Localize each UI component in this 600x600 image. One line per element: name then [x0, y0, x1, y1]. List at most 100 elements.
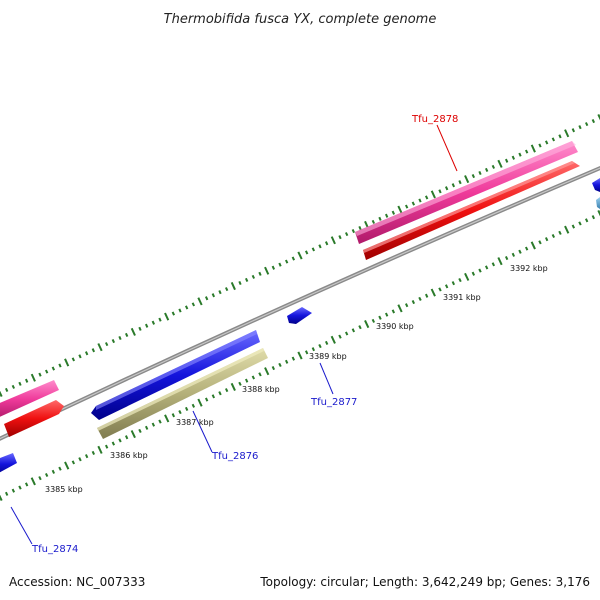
gene-feature-pink-left[interactable] [0, 380, 59, 419]
minor-tick [44, 369, 49, 374]
minor-tick [271, 365, 276, 371]
minor-tick [411, 201, 416, 206]
major-tick [164, 312, 170, 321]
minor-tick [118, 335, 122, 341]
minor-tick [271, 265, 276, 270]
minor-tick [124, 332, 129, 338]
minor-tick [224, 287, 229, 292]
minor-tick [451, 281, 456, 286]
minor-tick [538, 143, 542, 148]
minor-tick [518, 249, 522, 254]
minor-tick [158, 317, 162, 322]
minor-tick [491, 164, 496, 169]
major-tick [30, 373, 36, 382]
minor-tick [111, 338, 116, 344]
minor-tick [178, 410, 182, 415]
major-tick [397, 304, 403, 313]
minor-tick [391, 309, 396, 314]
minor-tick [171, 413, 176, 418]
gene-feature-blue-2876[interactable] [91, 330, 260, 420]
minor-tick [444, 284, 449, 289]
minor-tick [578, 221, 582, 226]
minor-tick [438, 287, 442, 292]
minor-tick [204, 296, 209, 301]
minor-tick [58, 363, 62, 368]
major-tick [397, 205, 403, 214]
minor-tick [104, 444, 109, 449]
map-title: Thermobifida fusca YX, complete genome [164, 12, 437, 27]
minor-tick [511, 252, 516, 257]
minor-tick [338, 334, 342, 339]
minor-tick [484, 167, 489, 173]
gene-feature-blue-left[interactable] [0, 453, 17, 475]
minor-tick [51, 366, 56, 371]
gene-feature-blue-right[interactable] [592, 178, 600, 192]
gene-feature-blue-2877[interactable] [287, 307, 312, 324]
minor-tick [91, 348, 96, 353]
minor-tick [151, 320, 156, 325]
gene-feature-olive[interactable] [97, 348, 268, 439]
minor-tick [258, 372, 262, 377]
minor-tick [511, 155, 516, 160]
minor-tick [404, 204, 409, 209]
major-tick [97, 445, 103, 454]
minor-tick [371, 318, 376, 323]
gene-label-tfu-2877[interactable]: Tfu_2877 [310, 362, 357, 408]
minor-tick [591, 118, 596, 124]
gene-label-tfu-2874[interactable]: Tfu_2874 [10, 506, 78, 555]
minor-tick [144, 323, 149, 328]
gene-label-tfu-2876[interactable]: Tfu_2876 [192, 410, 258, 462]
minor-tick [544, 237, 549, 242]
major-tick [197, 398, 203, 407]
major-tick [430, 288, 436, 297]
minor-tick [278, 262, 282, 267]
kbp-label: 3387 kbp [176, 418, 214, 427]
minor-tick [251, 375, 256, 380]
minor-tick [351, 228, 356, 234]
major-tick [564, 129, 570, 138]
minor-tick [451, 183, 456, 188]
major-tick [330, 335, 336, 344]
gene-label-tfu-2878[interactable]: Tfu_2878 [411, 114, 458, 172]
minor-tick [358, 325, 362, 330]
minor-tick [211, 293, 216, 298]
minor-tick [84, 351, 89, 356]
major-tick [464, 272, 470, 281]
major-tick [597, 209, 600, 217]
minor-tick [204, 397, 209, 402]
minor-tick [184, 305, 189, 310]
minor-tick [304, 350, 309, 355]
major-tick [130, 430, 136, 439]
major-tick [264, 367, 270, 376]
minor-tick [91, 450, 96, 456]
minor-tick [151, 422, 156, 427]
minor-tick [238, 280, 242, 286]
kbp-label: 3391 kbp [443, 293, 481, 302]
minor-tick [424, 293, 429, 298]
major-tick [97, 343, 103, 352]
kbp-label: 3385 kbp [45, 485, 83, 494]
major-tick [597, 113, 600, 121]
minor-tick [18, 381, 22, 386]
minor-tick [384, 312, 389, 317]
minor-tick [438, 189, 442, 194]
gene-feature-red-left[interactable] [4, 400, 64, 437]
minor-tick [458, 180, 462, 185]
minor-tick [391, 210, 396, 215]
minor-tick [278, 362, 282, 368]
minor-tick [318, 244, 322, 249]
minor-tick [291, 356, 296, 361]
minor-tick [571, 224, 576, 229]
minor-tick [71, 357, 76, 362]
minor-tick [491, 262, 496, 267]
minor-tick [24, 378, 29, 383]
minor-tick [51, 469, 56, 474]
minor-tick [571, 128, 576, 133]
minor-tick [158, 419, 162, 424]
gene-feature-pink-2878[interactable] [355, 141, 578, 244]
gene-feature-red-2878[interactable] [363, 161, 580, 260]
gene-feature-lightblue-right[interactable] [596, 197, 600, 209]
minor-tick [138, 428, 142, 434]
minor-tick [551, 233, 556, 239]
